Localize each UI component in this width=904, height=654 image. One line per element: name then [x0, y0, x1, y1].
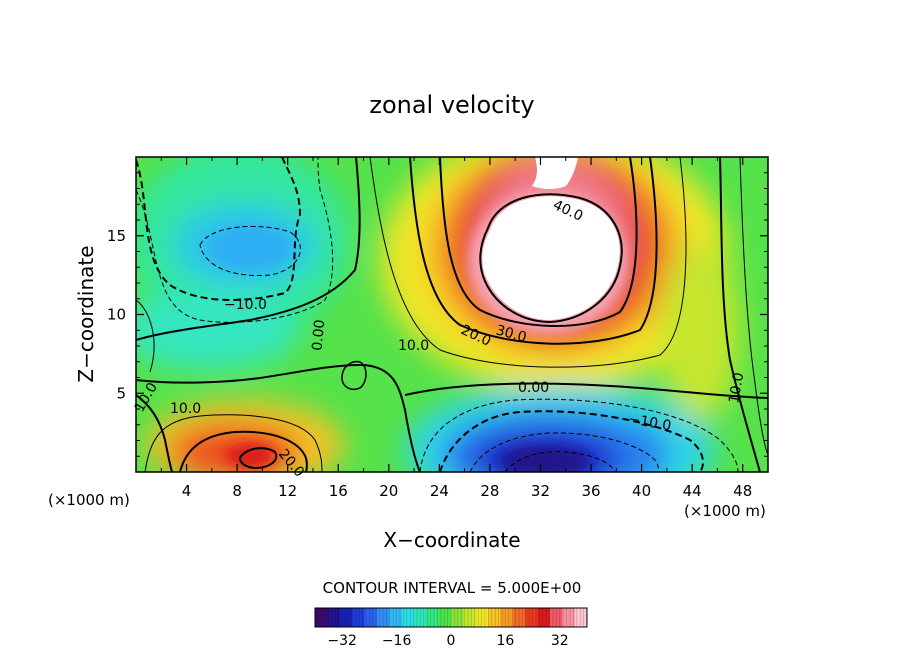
- y-tick-label: 15: [107, 227, 126, 245]
- colorbar-band: [537, 608, 551, 627]
- lower-left-positive-darkest: [225, 444, 275, 468]
- colorbar-tick-label: −32: [327, 633, 357, 649]
- contour-label-neg10-upper: −10.0: [224, 297, 267, 313]
- x-tick-label: 40: [632, 482, 651, 500]
- contour-neg30-lower: [504, 451, 616, 472]
- contour-label-pos30-upper: 30.0: [494, 322, 528, 346]
- white-region-top: [532, 157, 578, 189]
- x-tick-label: 36: [581, 482, 600, 500]
- contour-zero-lower: [404, 382, 768, 399]
- colorbar-band: [463, 608, 477, 627]
- colorbar-band: [413, 608, 427, 627]
- contour-zero-right: [719, 157, 761, 472]
- contour-pos30-upper: [439, 157, 638, 328]
- contour-interval-text: CONTOUR INTERVAL = 5.000E+00: [323, 579, 582, 597]
- contour-zero-upper: [136, 157, 361, 341]
- colorbar-tick-label: −16: [382, 633, 412, 649]
- left-negative-core-ring: [208, 226, 292, 270]
- colorbar-tick-labels: −32 −16 0 16 32: [327, 633, 568, 649]
- colorbar-band: [327, 608, 341, 627]
- left-mid-negative: [136, 290, 300, 370]
- lower-negative-darkest: [500, 446, 590, 472]
- colorbar-band: [352, 608, 365, 627]
- chart-title: zonal velocity: [369, 91, 534, 119]
- colorbar-band: [364, 608, 378, 627]
- colorbar-band: [562, 608, 576, 627]
- far-right-yellow: [660, 240, 740, 420]
- colorbar-band: [401, 608, 415, 627]
- x-tick-label: 32: [531, 482, 550, 500]
- axis-ticks: [136, 157, 768, 472]
- colorbar-frame: [314, 607, 588, 628]
- contour-pos5-left-edge: [136, 299, 155, 373]
- contour-label-pos10-right: 10.0: [726, 371, 747, 404]
- contour-pos25-core: [238, 447, 278, 470]
- x-tick-label: 24: [430, 482, 449, 500]
- colorbar-band: [475, 608, 489, 627]
- y-axis-label: Z−coordinate: [74, 245, 98, 382]
- colorbar-band: [525, 608, 539, 627]
- plot-area: [136, 157, 768, 472]
- colorbar-band: [451, 608, 464, 627]
- contour-label-zero-mid: 0.00: [310, 319, 329, 351]
- contour-lines: [136, 157, 768, 472]
- colorbar-band: [315, 608, 328, 627]
- colorbar-band: [339, 608, 353, 627]
- field-shading: [136, 157, 740, 472]
- colorbar-band: [488, 608, 501, 627]
- x-tick-label: 4: [182, 482, 192, 500]
- colorbar-tick-label: 16: [496, 633, 514, 649]
- x-tick-label: 44: [683, 482, 702, 500]
- contour-label-neg10-lower: −10.0: [627, 411, 672, 434]
- colorbar: [315, 608, 588, 627]
- x-tick-label: 28: [480, 482, 499, 500]
- contour-pos10-lower-left: [144, 414, 323, 472]
- x-tick-label: 16: [329, 482, 348, 500]
- colorbar-tick-label: 0: [447, 633, 456, 649]
- contour-label-pos10-mid: 10.0: [398, 338, 429, 354]
- colorbar-band: [376, 608, 390, 627]
- contour-neg5-lower: [419, 398, 739, 472]
- contour-pos20-lower-left: [179, 430, 308, 472]
- contour-neg20-lower: [469, 432, 659, 472]
- colorbar-band: [512, 608, 526, 627]
- colorbar-band: [574, 608, 588, 627]
- contour-neg10-upper-left: [136, 157, 302, 301]
- colorbar-band: [549, 608, 563, 627]
- contour-pos40-upper: [479, 193, 623, 324]
- x-tick-label: 8: [232, 482, 242, 500]
- contour-small-loop: [341, 360, 367, 390]
- x-units-right: (×1000 m): [684, 502, 766, 520]
- x-tick-label: 48: [733, 482, 752, 500]
- y-tick-label: 5: [116, 384, 126, 402]
- contour-pos10-upper: [369, 157, 687, 368]
- x-units-left: (×1000 m): [48, 491, 130, 509]
- white-region-core: [482, 196, 620, 320]
- contour-pos5-right: [739, 157, 768, 456]
- contour-label-zero-lower: 0.00: [518, 380, 549, 396]
- y-tick-label: 10: [107, 306, 126, 324]
- contour-neg5-left: [136, 157, 334, 323]
- contour-neg10-lower: [439, 410, 704, 472]
- colorbar-band: [389, 608, 403, 627]
- colorbar-band: [426, 608, 440, 627]
- colorbar-tick-label: 32: [551, 633, 569, 649]
- contour-zero-left-bottom: [136, 394, 173, 472]
- contour-neg15-core: [199, 225, 301, 277]
- x-tick-label: 20: [379, 482, 398, 500]
- x-tick-label: 12: [278, 482, 297, 500]
- colorbar-band: [438, 608, 452, 627]
- contour-zero-mid: [136, 363, 421, 472]
- contour-pos20-upper: [409, 157, 658, 345]
- colorbar-band: [500, 608, 514, 627]
- x-axis-label: X−coordinate: [383, 528, 520, 552]
- contour-label-pos10-lower-left: 10.0: [170, 401, 201, 417]
